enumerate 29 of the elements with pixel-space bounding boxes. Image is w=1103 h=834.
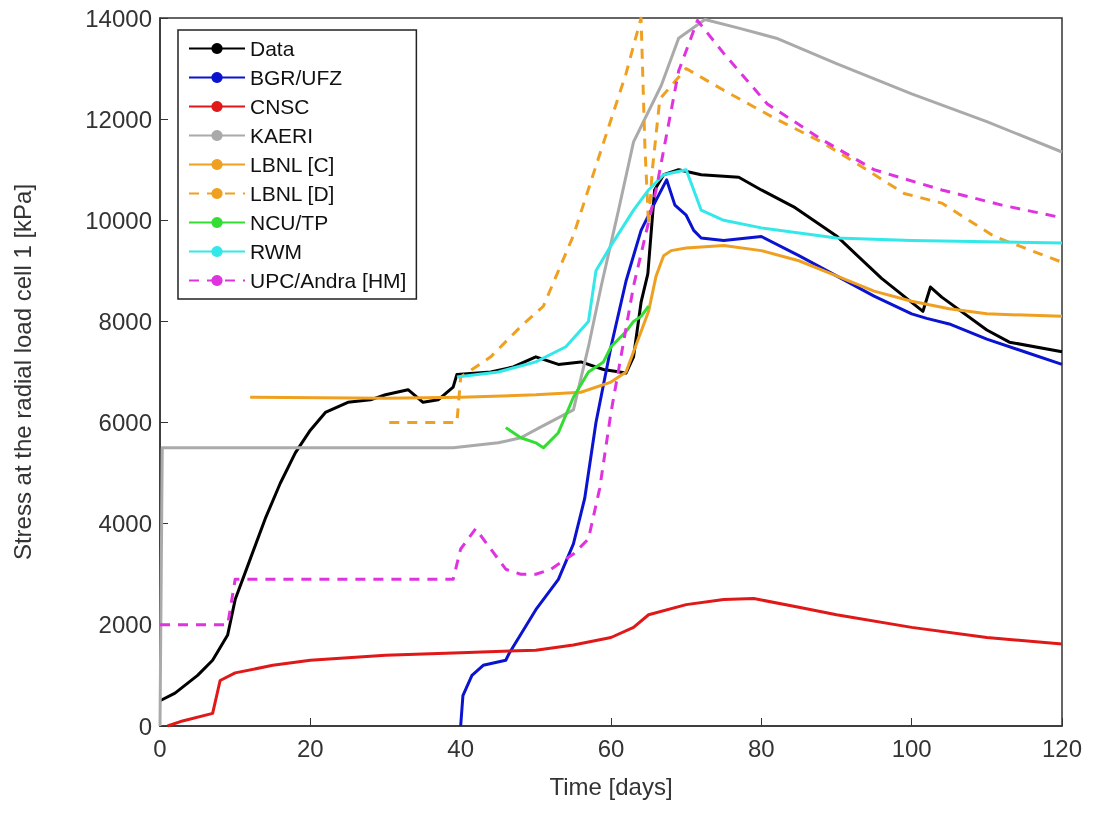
y-tick-label: 2000 [98,611,152,639]
y-tick-label: 4000 [98,510,152,538]
line-series [166,597,1064,728]
y-tick-label: 10000 [85,206,152,234]
x-tick-label: 40 [447,734,475,762]
line-series [504,304,651,450]
legend-label: KAERI [250,124,314,147]
x-tick-label: 120 [1041,734,1083,762]
legend-label: BGR/UFZ [250,66,343,89]
legend-label: LBNL [C] [250,153,335,176]
y-tick-label: 0 [138,712,152,740]
legend-label: LBNL [D] [250,182,335,205]
y-tick-label: 6000 [98,409,152,437]
y-tick-label: 8000 [98,307,152,335]
line-series [459,178,1064,728]
x-tick-label: 100 [891,734,932,762]
legend-label: UPC/Andra [HM] [250,269,407,292]
x-tick-label: 80 [747,734,775,762]
y-tick-label: 12000 [85,105,152,133]
legend-label: CNSC [250,95,310,118]
legend-label: RWM [250,240,303,263]
y-axis-title: Stress at the radial load cell 1 [kPa] [8,183,36,561]
x-tick-label: 20 [296,734,324,762]
x-tick-label: 60 [597,734,625,762]
y-tick-label: 14000 [85,4,152,32]
legend-label: Data [250,37,295,60]
legend-label: NCU/TP [250,211,329,234]
line-series [455,168,1064,379]
x-axis-title: Time [days] [549,772,673,800]
